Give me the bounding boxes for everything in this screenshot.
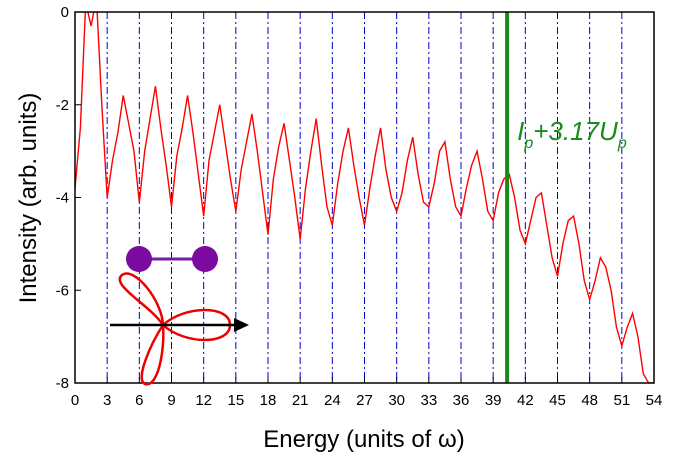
lobe (118, 272, 165, 330)
atom (192, 246, 218, 272)
subscript: p (523, 135, 533, 152)
y-axis-title: Intensity (arb. units) (15, 93, 42, 304)
x-tick-label: 45 (549, 392, 566, 409)
x-tick-label: 6 (135, 392, 143, 409)
x-tick-label: 30 (388, 392, 405, 409)
x-tick-label: 42 (517, 392, 534, 409)
x-tick-label: 36 (453, 392, 470, 409)
spectrum-line (75, 12, 654, 383)
label-part: +3.17U (533, 116, 618, 146)
cutoff-label: Ip+3.17Up (517, 116, 627, 152)
x-tick-label: 21 (292, 392, 309, 409)
x-tick-label: 51 (613, 392, 630, 409)
y-tick-label: 0 (61, 4, 69, 21)
y-tick-label: -6 (56, 282, 69, 299)
x-tick-label: 33 (420, 392, 437, 409)
label-part: I (517, 116, 524, 146)
subscript: p (617, 135, 627, 152)
x-tick-label: 18 (260, 392, 277, 409)
y-tick-label: -2 (56, 97, 69, 114)
x-axis-title: Energy (units of ω) (263, 426, 464, 453)
arrow-head (234, 318, 249, 332)
lobe (140, 321, 165, 386)
plot-area (75, 12, 654, 383)
x-tick-label: 15 (227, 392, 244, 409)
x-tick-label: 9 (167, 392, 175, 409)
x-tick-label: 48 (581, 392, 598, 409)
molecule-inset (110, 246, 249, 386)
x-tick-label: 24 (324, 392, 341, 409)
x-tick-label: 0 (71, 392, 79, 409)
y-tick-label: -8 (56, 375, 69, 392)
x-tick-label: 39 (485, 392, 502, 409)
x-tick-label: 3 (103, 392, 111, 409)
y-tick-label: -4 (56, 190, 69, 207)
x-tick-label: 54 (646, 392, 663, 409)
atom (126, 246, 152, 272)
x-tick-label: 12 (195, 392, 212, 409)
x-tick-label: 27 (356, 392, 373, 409)
